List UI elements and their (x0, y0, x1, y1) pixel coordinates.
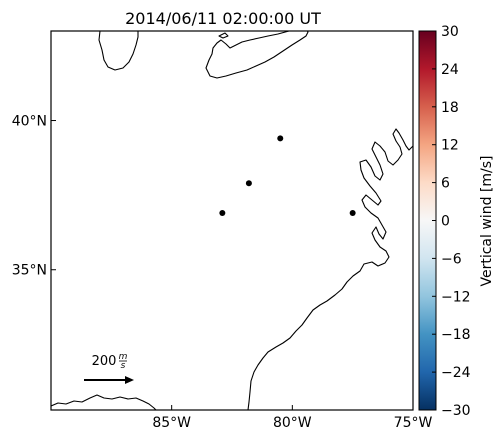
station-marker (245, 180, 252, 187)
colorbar-tick-label: −12 (441, 289, 471, 305)
reference-vector: 200 m s (84, 352, 134, 384)
longitude-tick-label: 80°W (273, 415, 312, 431)
reference-vector-arrow-head (125, 376, 134, 384)
lake-st-clair-coastline (218, 32, 229, 39)
gulf-coastline (51, 394, 157, 410)
latitude-tick-label: 35°N (12, 263, 47, 279)
colorbar-ticks: 30 24 18 12 6 0 −6 −12 −18 −24 −30 (432, 24, 471, 419)
colorbar-tick-label: −18 (441, 327, 471, 343)
latitude-ticks: 40°N 35°N (12, 114, 56, 279)
colorbar-fill (419, 31, 436, 410)
reference-vector-unit-denominator: s (121, 361, 126, 371)
map-title: 2014/06/11 02:00:00 UT (125, 9, 321, 28)
reference-vector-value: 200 (92, 354, 117, 369)
map-background (51, 31, 413, 410)
colorbar-tick-label: 6 (441, 176, 450, 192)
colorbar-tick-label: 0 (441, 214, 450, 230)
longitude-ticks: 85°W 80°W 75°W (152, 405, 432, 431)
map-panel (50, 30, 414, 411)
station-markers (219, 135, 356, 217)
colorbar-tick-label: −6 (441, 251, 462, 267)
latitude-tick-label: 40°N (12, 114, 47, 130)
colorbar-label: Vertical wind [m/s] (479, 156, 495, 287)
lake-michigan-coastline (98, 31, 139, 71)
colorbar-tick-label: −30 (441, 403, 471, 419)
longitude-tick-label: 75°W (394, 415, 433, 431)
reference-vector-unit-numerator: m (119, 352, 128, 362)
colorbar-tick-label: 18 (441, 100, 459, 116)
lake-erie-coastline (205, 31, 309, 79)
colorbar-tick-label: 24 (441, 62, 459, 78)
colorbar: 30 24 18 12 6 0 −6 −12 −18 −24 −30 Vertical wind [… (418, 24, 495, 419)
atlantic-coastline (247, 128, 413, 410)
map-frame (50, 30, 414, 411)
station-marker (349, 210, 356, 217)
colorbar-tick-label: 12 (441, 138, 459, 154)
colorbar-tick-label: 30 (441, 24, 459, 40)
longitude-tick-label: 85°W (152, 415, 191, 431)
colorbar-tick-label: −24 (441, 365, 471, 381)
station-marker (277, 135, 284, 142)
station-marker (219, 210, 226, 217)
